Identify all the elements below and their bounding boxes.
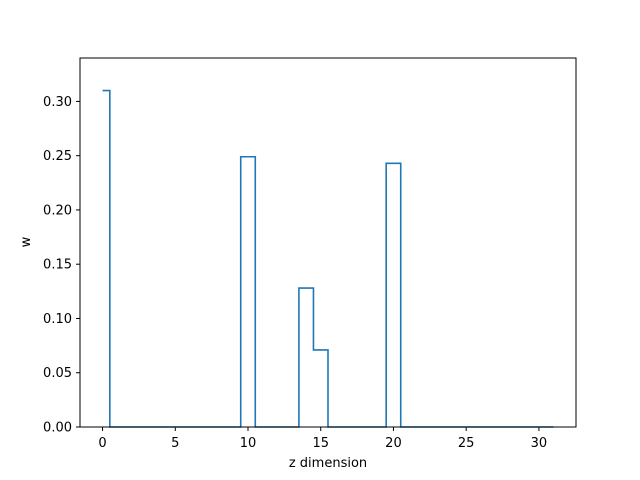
y-axis-label: w xyxy=(19,236,34,247)
x-tick-label: 5 xyxy=(171,436,179,451)
x-tick-label: 15 xyxy=(312,436,329,451)
y-tick-label: 0.25 xyxy=(43,149,72,164)
plot-frame xyxy=(79,57,577,428)
x-tick-label: 0 xyxy=(98,436,106,451)
y-tick-label: 0.05 xyxy=(43,366,72,381)
x-axis-ticks: 0 5 10 15 20 25 30 xyxy=(98,427,547,451)
x-axis-label: z dimension xyxy=(289,456,367,471)
x-tick-label: 30 xyxy=(531,436,548,451)
y-tick-label: 0.20 xyxy=(43,203,72,218)
y-tick-label: 0.30 xyxy=(43,95,72,110)
y-tick-label: 0.00 xyxy=(43,421,72,436)
x-tick-label: 20 xyxy=(385,436,402,451)
y-axis-ticks: 0.00 0.05 0.10 0.15 0.20 0.25 0.30 xyxy=(43,95,80,436)
y-tick-label: 0.10 xyxy=(43,312,72,327)
x-tick-label: 10 xyxy=(240,436,257,451)
y-tick-label: 0.15 xyxy=(43,258,72,273)
x-tick-label: 25 xyxy=(458,436,475,451)
